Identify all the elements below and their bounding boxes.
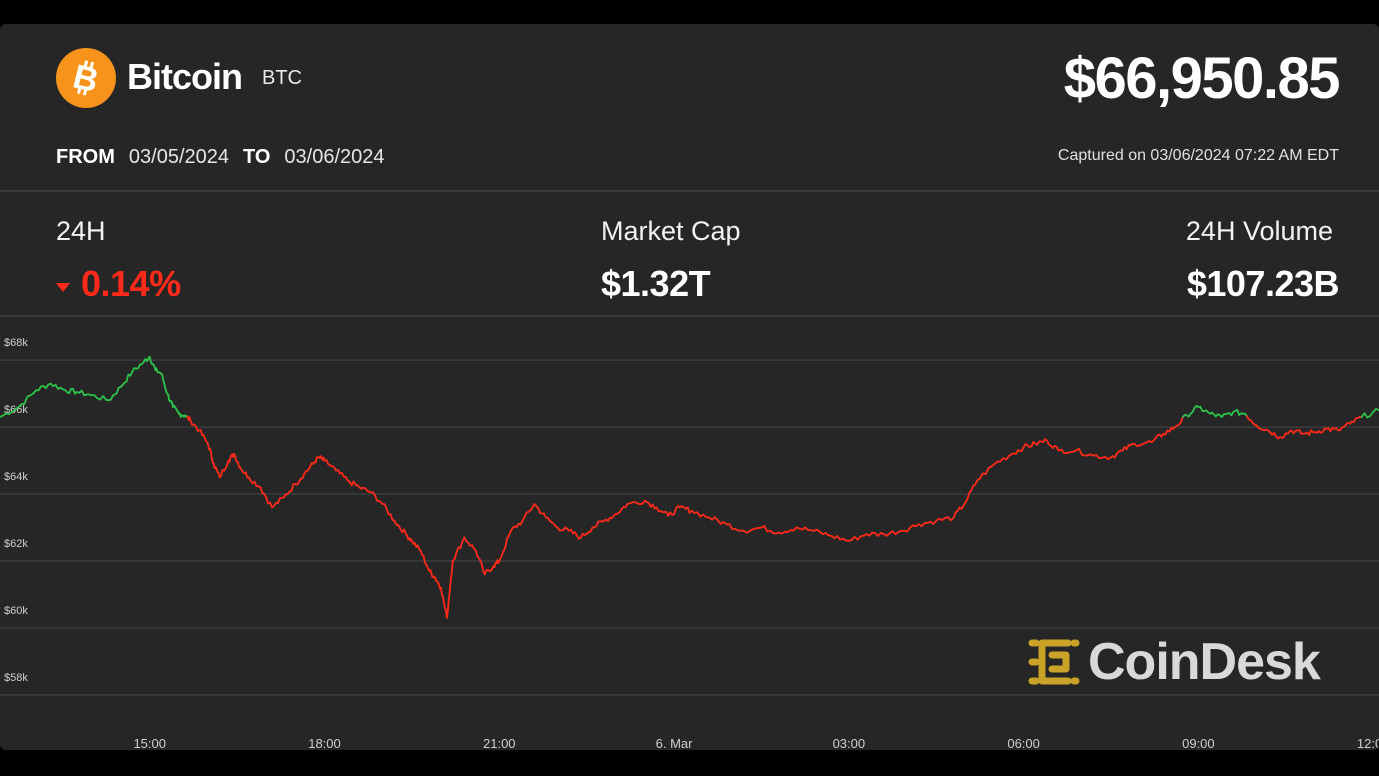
x-tick-label: 21:00 xyxy=(483,736,516,750)
change-percent: 0.14% xyxy=(81,263,181,304)
y-tick-label: $58k xyxy=(4,672,28,684)
price-line-segment xyxy=(422,554,426,564)
price-line-segment xyxy=(475,550,479,558)
price-line-segment xyxy=(450,560,454,574)
volume-label: 24H Volume xyxy=(1185,216,1333,246)
price-line-segment xyxy=(290,483,295,492)
x-tick-label: 18:00 xyxy=(308,736,341,750)
price-line-segment xyxy=(23,395,29,405)
volume-value: $107.23B xyxy=(1186,263,1340,304)
price-line-segment xyxy=(446,598,450,612)
from-date: 03/05/2024 xyxy=(128,146,229,168)
price-line-segment xyxy=(447,590,451,601)
bitcoin-icon: B xyxy=(56,48,116,108)
price-line-segment xyxy=(440,586,443,597)
price-line-segment xyxy=(445,609,449,619)
watermark-text: CoinDesk xyxy=(1088,633,1321,691)
y-tick-label: $68k xyxy=(4,337,28,349)
price-line-segment xyxy=(984,467,990,475)
price-line-segment xyxy=(1180,416,1184,424)
x-tick-label: 12:00 xyxy=(1357,736,1379,750)
from-label: FROM xyxy=(56,146,115,168)
price-line-segment xyxy=(504,537,508,549)
asset-symbol: BTC xyxy=(262,67,302,89)
price-line-segment xyxy=(442,595,445,604)
date-range: FROM 03/05/2024 TO 03/06/2024 xyxy=(56,144,399,170)
price-line-segment xyxy=(966,492,971,501)
price-line-segment xyxy=(161,374,165,382)
to-label: TO xyxy=(243,146,271,168)
price-line-segment xyxy=(459,540,464,549)
price-line-segment xyxy=(209,450,213,460)
to-date: 03/06/2024 xyxy=(284,146,385,168)
divider xyxy=(0,190,1379,192)
change-label: 24H xyxy=(56,216,106,246)
market-cap-value: $1.32T xyxy=(601,263,711,304)
price-line-segment xyxy=(374,494,378,502)
current-price: $66,950.85 xyxy=(1063,46,1341,111)
captured-timestamp: Captured on 03/06/2024 07:22 AM EDT xyxy=(1057,147,1339,164)
x-tick-label: 06:00 xyxy=(1007,736,1040,750)
price-line-segment xyxy=(167,393,171,401)
y-tick-label: $62k xyxy=(4,538,28,550)
price-line-segment xyxy=(480,563,485,573)
coindesk-logo-icon xyxy=(1028,639,1080,685)
caret-down-icon xyxy=(56,282,70,292)
x-tick-label: 15:00 xyxy=(133,736,166,750)
y-tick-label: $64k xyxy=(4,471,28,483)
asset-name: Bitcoin xyxy=(127,56,243,97)
price-line-segment xyxy=(125,373,130,383)
divider xyxy=(0,315,1379,317)
y-tick-label: $60k xyxy=(4,605,28,617)
price-line-segment xyxy=(220,469,224,477)
price-card: B Bitcoin BTC $66,950.85 FROM 03/05/2024 T… xyxy=(0,24,1379,750)
price-line-segment xyxy=(265,496,270,505)
price-line-segment xyxy=(449,572,453,582)
price-line-segment xyxy=(115,386,120,395)
price-line-segment xyxy=(448,579,452,592)
price-line-segment xyxy=(385,507,390,516)
price-line-segment xyxy=(389,513,394,521)
change-value: 0.14% xyxy=(56,262,181,306)
price-line-segment xyxy=(728,523,734,530)
price-chart: $68k$66k$64k$62k$60k$58k 15:00 18:00 21:00… xyxy=(0,337,1379,750)
price-line-segment xyxy=(453,551,458,560)
x-tick-label: 6. Mar xyxy=(656,736,694,750)
market-cap-label: Market Cap xyxy=(601,216,741,246)
price-line-segment xyxy=(979,472,984,480)
price-line-segment xyxy=(207,442,210,451)
x-tick-label: 03:00 xyxy=(833,736,866,750)
price-line-segment xyxy=(763,525,769,533)
x-tick-label: 09:00 xyxy=(1182,736,1215,750)
price-line-segment xyxy=(673,507,677,516)
price-line-segment xyxy=(1078,447,1083,456)
coindesk-watermark: CoinDesk xyxy=(1028,632,1321,692)
price-line-segment xyxy=(259,486,264,494)
